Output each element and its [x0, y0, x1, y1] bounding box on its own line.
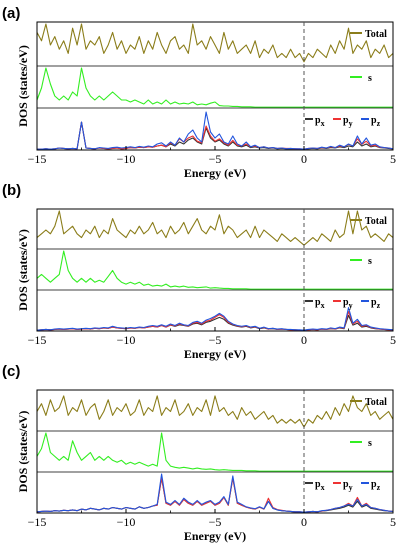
series-line-pz: [36, 307, 394, 331]
x-tick-label: −10: [117, 152, 136, 166]
legend-label-py: py: [343, 115, 353, 128]
x-tick-label: 5: [390, 152, 396, 166]
x-tick-label: 5: [390, 333, 396, 347]
x-tick-label: −15: [28, 152, 47, 166]
legend-label-total: Total: [365, 216, 387, 227]
legend-label-pz: pz: [371, 115, 381, 128]
panel-label: (a): [2, 5, 20, 22]
x-axis-label: Energy (eV): [184, 529, 246, 543]
series-line-s: [36, 250, 393, 290]
x-tick-label: −10: [117, 515, 136, 529]
series-line-total: [36, 395, 394, 428]
legend-label-s: s: [368, 73, 372, 84]
x-tick-label: 0: [301, 152, 307, 166]
x-tick-label: −10: [117, 333, 136, 347]
legend-label-py: py: [343, 479, 353, 492]
panel-label: (b): [2, 182, 21, 199]
x-tick-label: −5: [209, 515, 222, 529]
panel-label: (c): [2, 363, 20, 380]
x-axis-label: Energy (eV): [184, 347, 246, 361]
series-line-pz: [37, 111, 394, 150]
legend-label-total: Total: [365, 397, 387, 408]
x-axis-label: Energy (eV): [184, 166, 246, 180]
plot-frame: [36, 208, 394, 332]
y-axis-label: DOS (states/eV): [16, 229, 30, 311]
y-axis-label: DOS (states/eV): [16, 45, 30, 127]
legend-label-px: px: [315, 115, 325, 128]
chart-panel-b: (b) −15 −10 −5 0 5 Energy (eV) DOS (states/eV) T…: [2, 182, 396, 361]
series-line-s: [36, 432, 393, 472]
x-tick-label: −15: [28, 333, 47, 347]
series-line-pz: [36, 473, 394, 513]
series-line-total: [36, 210, 394, 246]
legend-label-pz: pz: [371, 297, 381, 310]
legend-label-s: s: [368, 438, 372, 449]
x-tick-label: 0: [301, 333, 307, 347]
series-line-total: [36, 23, 394, 63]
legend-label-total: Total: [365, 29, 387, 40]
chart-panel-a: (a) −15 −10 −5 0 5 Energy (eV) DOS (states/eV) T…: [2, 5, 396, 180]
x-tick-label: 5: [390, 515, 396, 529]
legend-label-s: s: [368, 256, 372, 267]
x-tick-label: −15: [28, 515, 47, 529]
series-line-s: [36, 67, 393, 108]
legend-label-pz: pz: [371, 479, 381, 492]
chart-panel-c: (c) −15 −10 −5 0 5 Energy (eV) DOS (states/eV) T…: [2, 363, 396, 543]
x-tick-label: −5: [209, 152, 222, 166]
x-tick-label: −5: [209, 333, 222, 347]
x-tick-label: 0: [301, 515, 307, 529]
y-axis-label: DOS (states/eV): [16, 411, 30, 493]
legend-label-px: px: [315, 479, 325, 492]
legend-label-px: px: [315, 297, 325, 310]
legend-label-py: py: [343, 297, 353, 310]
